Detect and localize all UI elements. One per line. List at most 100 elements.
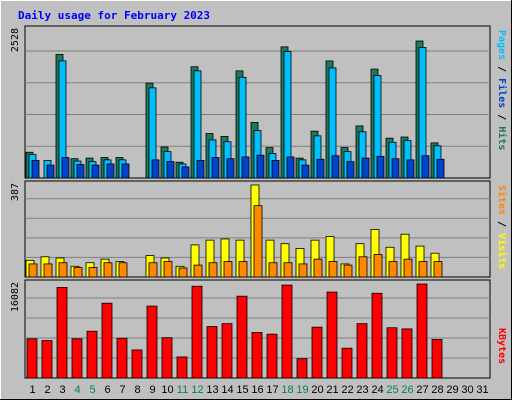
x-tick-label: 31 [476, 384, 488, 396]
legend-entry: / [496, 108, 507, 126]
x-tick-label: 26 [401, 384, 413, 396]
bar-kbytes-day-17 [266, 333, 278, 379]
bar-kbytes-day-3 [56, 287, 68, 379]
bar-sites-day-27 [418, 261, 428, 278]
bar-pages-day-10 [166, 161, 175, 179]
bar-pages-day-9 [151, 159, 160, 179]
bar-kbytes-day-11 [176, 356, 188, 379]
x-tick-label: 2 [44, 384, 50, 396]
bar-sites-day-12 [193, 264, 203, 278]
bar-sites-day-23 [358, 256, 368, 278]
x-tick-label: 7 [119, 384, 125, 396]
bar-sites-day-16 [253, 205, 263, 278]
bar-kbytes-day-15 [236, 295, 248, 379]
bar-pages-day-20 [316, 158, 325, 179]
bar-kbytes-day-8 [131, 349, 143, 379]
legend-entry: Files [496, 78, 508, 108]
x-tick-label: 14 [221, 384, 233, 396]
bar-pages-day-25 [391, 158, 400, 179]
x-tick-label: 16 [251, 384, 263, 396]
bar-kbytes-day-21 [326, 291, 338, 379]
x-tick-label: 29 [446, 384, 458, 396]
x-tick-label: 12 [191, 384, 203, 396]
bar-pages-day-16 [256, 154, 265, 179]
bar-sites-day-20 [313, 258, 323, 278]
series-pages [31, 154, 445, 179]
bar-pages-day-18 [286, 156, 295, 179]
bar-kbytes-day-7 [116, 337, 128, 379]
y-max-label: 387 [10, 183, 21, 201]
bar-kbytes-day-20 [311, 326, 323, 379]
bar-pages-day-19 [301, 164, 310, 179]
bar-pages-day-13 [211, 157, 220, 179]
x-tick-label: 30 [461, 384, 473, 396]
bar-pages-day-12 [196, 160, 205, 179]
bar-kbytes-day-10 [161, 337, 173, 379]
bar-sites-day-1 [28, 263, 38, 278]
series-sites [28, 205, 443, 278]
bar-sites-day-14 [223, 261, 233, 278]
bar-kbytes-day-5 [86, 330, 98, 379]
legend-entry: Hits [496, 126, 508, 150]
bar-kbytes-day-24 [371, 292, 383, 379]
legend-kbytes: KBytes [496, 328, 507, 364]
y-max-label: 2528 [10, 28, 21, 52]
x-tick-label: 28 [431, 384, 443, 396]
x-tick-label: 25 [386, 384, 398, 396]
bar-pages-day-23 [361, 157, 370, 179]
series-kbytes [26, 283, 443, 379]
bar-pages-day-4 [76, 164, 85, 179]
x-tick-label: 17 [266, 384, 278, 396]
bar-kbytes-day-25 [386, 327, 398, 379]
bar-kbytes-day-22 [341, 347, 353, 379]
bar-sites-day-15 [238, 261, 248, 278]
bar-sites-day-19 [298, 263, 308, 278]
bar-pages-day-24 [376, 155, 385, 179]
x-tick-label: 13 [206, 384, 218, 396]
bar-kbytes-day-19 [296, 358, 308, 379]
legend-entry: KBytes [496, 328, 507, 364]
bar-kbytes-day-2 [41, 340, 53, 379]
x-tick-label: 24 [371, 384, 383, 396]
bar-sites-day-13 [208, 262, 218, 278]
x-tick-label: 19 [296, 384, 308, 396]
x-tick-label: 22 [341, 384, 353, 396]
x-tick-label: 23 [356, 384, 368, 396]
bar-pages-day-3 [61, 157, 70, 179]
x-tick-label: 4 [74, 384, 80, 396]
legend-entry: / [496, 215, 507, 233]
bar-pages-day-26 [406, 159, 415, 179]
legend-entry: Pages [496, 30, 507, 60]
panel-kbytes: 16082 KBytes [10, 279, 507, 379]
x-tick-label: 21 [326, 384, 338, 396]
bar-sites-day-21 [328, 261, 338, 278]
bar-pages-day-1 [31, 160, 40, 179]
panel-hits-files-pages: 2528 Pages / Files / Hits [10, 25, 508, 179]
x-tick-label: 15 [236, 384, 248, 396]
bar-sites-day-10 [163, 261, 173, 278]
x-tick-label: 10 [161, 384, 173, 396]
bar-sites-day-22 [343, 264, 353, 278]
bar-pages-day-28 [436, 158, 445, 179]
x-tick-label: 18 [281, 384, 293, 396]
x-tick-label: 11 [177, 384, 188, 396]
bar-sites-day-25 [388, 261, 398, 278]
bar-kbytes-day-6 [101, 302, 113, 379]
bar-sites-day-2 [43, 263, 53, 278]
bar-kbytes-day-14 [221, 323, 233, 379]
bar-pages-day-22 [346, 161, 355, 179]
bar-kbytes-day-13 [206, 326, 218, 379]
x-tick-label: 8 [134, 384, 140, 396]
bar-kbytes-day-26 [401, 328, 413, 379]
y-max-label: 16082 [10, 282, 21, 312]
bar-pages-day-21 [331, 155, 340, 179]
bar-kbytes-day-28 [431, 339, 443, 379]
bar-sites-day-3 [58, 262, 68, 278]
legend-entry: Sites [496, 185, 508, 215]
bar-pages-day-11 [181, 166, 190, 179]
bar-kbytes-day-23 [356, 323, 368, 379]
x-tick-label: 27 [416, 384, 428, 396]
bar-kbytes-day-9 [146, 305, 158, 379]
bar-sites-day-7 [118, 262, 128, 278]
